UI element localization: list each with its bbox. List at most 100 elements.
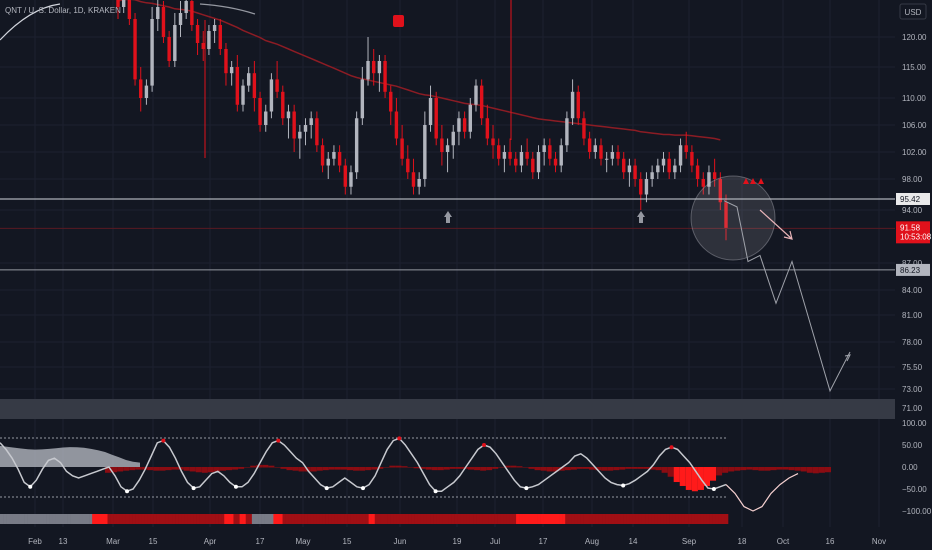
current-price-tag: 91.58 [900,223,921,232]
candle-body [610,152,615,159]
state-strip-cell [135,514,139,524]
currency-button[interactable]: USD [899,3,927,20]
state-strip-cell [254,514,259,524]
state-strip-cell [21,514,25,524]
state-strip-cell [503,514,508,524]
state-strip-cell [150,514,154,524]
time-tick-label: 16 [826,537,835,546]
state-strip-cell [141,514,145,524]
state-strip-cell [390,514,394,524]
histogram-bar [528,467,535,469]
state-strip-cell [350,514,354,524]
state-strip-cell [479,514,483,524]
candle-body [497,145,501,159]
time-tick-label: 15 [149,537,158,546]
state-strip-cell [113,514,118,524]
histogram-bar [534,467,541,471]
state-strip-cell [666,514,670,524]
state-strip-cell [678,514,683,524]
osc-peak-dot [161,438,166,443]
state-strip-cell [334,514,339,524]
candle-body [519,152,524,166]
histogram-bar [353,467,360,471]
time-tick-label: 18 [738,537,747,546]
candle-body [212,25,217,31]
histogram-bar [383,467,390,468]
candle-body [309,118,313,125]
candle-body [161,7,166,37]
histogram-bar [443,467,450,470]
candle-body [502,152,507,159]
state-strip-cell [82,514,87,524]
state-strip-cell [592,514,597,524]
state-strip-cell [500,514,505,524]
state-strip-cell [61,514,65,524]
state-strip-cell [448,514,452,524]
state-strip-cell [24,514,28,524]
candle-body [275,79,279,92]
state-strip-cell [546,514,551,524]
osc-projection-line [725,473,799,512]
state-strip-cell [30,514,35,524]
candle-body [718,179,723,203]
currency-button-label[interactable]: USD [905,8,922,17]
candle-body [451,131,455,146]
histogram-bar [365,467,372,471]
histogram-bar [752,467,759,471]
axes: Feb 13 Mar 15 Apr 17 May 15 Jun 19 Jul 17 Aug 14 Sep 18… [28,33,932,546]
state-strip-cell [439,514,443,524]
upper-level-tag: 95.42 [900,195,921,204]
histogram-bar [280,467,287,469]
histogram-bar [310,467,317,472]
histogram-bar [413,467,420,469]
state-strip-cell [433,514,437,524]
state-strip-cell [396,514,400,524]
currency-button-frame[interactable] [899,3,927,20]
state-strip-cell [190,514,194,524]
state-strip-cell [608,514,612,524]
state-strip-cell [442,514,446,524]
candle-body [553,158,558,166]
osc-cloud [0,445,140,467]
state-strip-cell [694,514,698,524]
candle-body [701,179,705,187]
state-strip-cell [9,514,13,524]
state-strip-cell [602,514,606,524]
state-strip-cell [555,514,560,524]
candle-body [593,145,598,152]
candle-body [167,37,171,61]
state-strip-cell [568,514,572,524]
price-tick-label: 98.00 [902,175,923,184]
histogram-bar [564,467,571,471]
state-strip-cell [165,514,170,524]
histogram-bar [189,467,196,472]
histogram-bar [334,467,341,470]
state-strip-cell [224,514,228,524]
state-strip-cell [534,514,538,524]
state-strip-cell [488,514,492,524]
state-strip-cell [712,514,717,524]
state-strip-cell [153,514,157,524]
histogram-bar [219,467,226,471]
state-strip-cell [620,514,624,524]
state-strip-cell [36,514,41,524]
state-strip-cell [371,514,376,524]
candle-body [457,118,461,132]
osc-trough-dot [191,486,196,491]
state-strip-cell [175,514,179,524]
histogram-bar [800,467,807,472]
state-strip-cell [362,514,366,524]
histogram-bar [183,467,190,471]
state-strip-cell [623,514,627,524]
histogram-bar [201,467,208,473]
candle-body [286,111,291,119]
price-pane [0,0,895,419]
state-strip-cell [522,514,526,524]
state-strip-cell [58,514,62,524]
price-tick-label: 110.00 [902,94,926,103]
candle-body [332,152,336,159]
time-tick-label: Sep [682,537,697,546]
histogram-bar [734,467,741,471]
